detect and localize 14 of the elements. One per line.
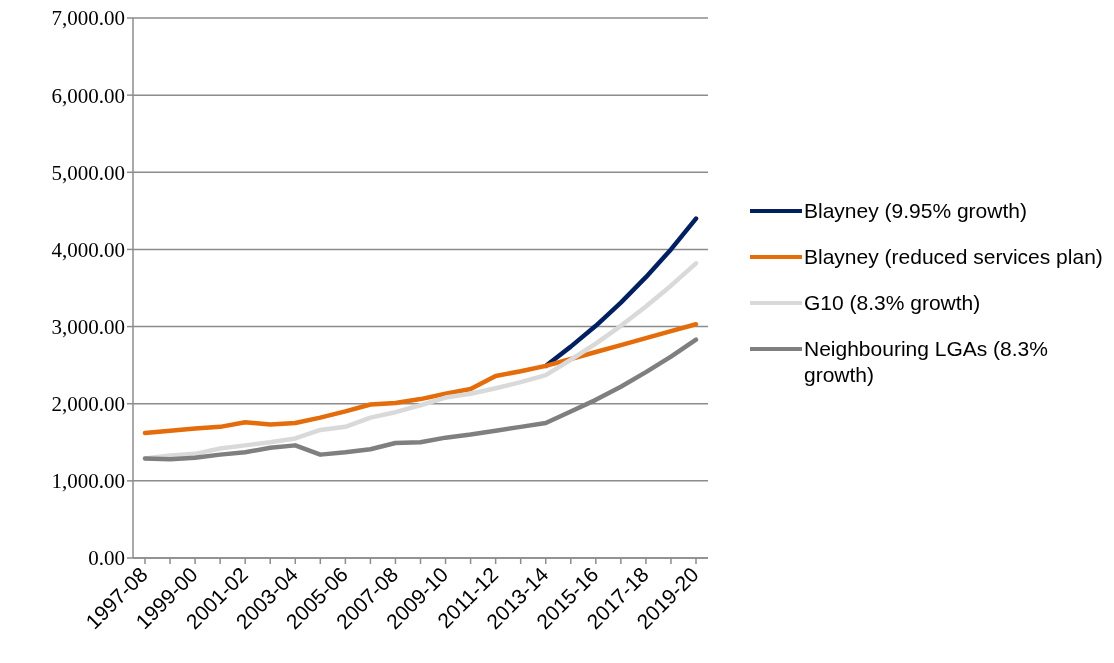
line-series	[142, 337, 699, 462]
y-tick-label: 2,000.00	[51, 392, 125, 417]
line-series	[142, 322, 699, 436]
legend-label: G10 (8.3% growth)	[804, 290, 981, 316]
y-tick-label: 4,000.00	[51, 237, 125, 262]
legend-label: Blayney (9.95% growth)	[804, 198, 1027, 224]
legend-label: Blayney (reduced services plan)	[804, 244, 1103, 270]
y-tick-label: 1,000.00	[51, 469, 125, 494]
y-tick-label: 7,000.00	[51, 6, 125, 31]
y-tick-label: 0.00	[88, 546, 125, 571]
y-tick-label: 6,000.00	[51, 83, 125, 108]
y-tick-label: 3,000.00	[51, 315, 125, 340]
y-tick-label: 5,000.00	[51, 160, 125, 185]
legend-label: Neighbouring LGAs (8.3% growth)	[804, 336, 1049, 388]
